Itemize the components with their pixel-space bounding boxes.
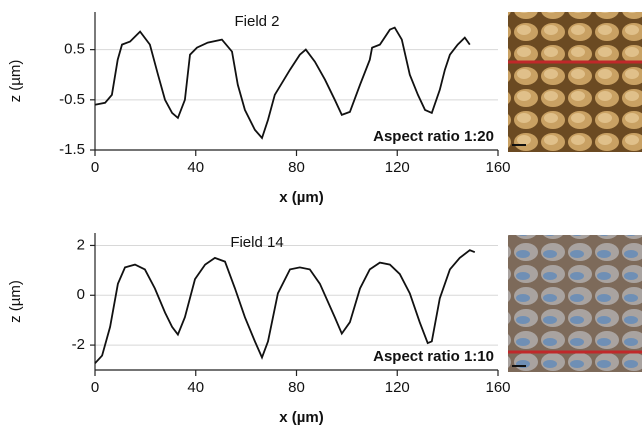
x-tick-label: 160 (485, 379, 510, 396)
x-tick-label: 120 (385, 379, 410, 396)
y-tick-label: -0.5 (59, 91, 85, 108)
profile-line (94, 249, 476, 364)
micrograph-bottom (508, 235, 642, 372)
y-tick-label: 0.5 (64, 41, 85, 58)
x-tick-label: 40 (187, 159, 204, 176)
x-axis-title: x (µm) (279, 409, 323, 426)
y-tick-label: 2 (77, 236, 85, 253)
y-tick-label: 0 (77, 286, 85, 303)
x-tick-label: 0 (91, 379, 99, 396)
aspect-ratio-label: Aspect ratio 1:20 (373, 128, 494, 145)
y-axis-title: z (µm) (7, 60, 24, 103)
x-tick-label: 160 (485, 159, 510, 176)
x-tick-label: 40 (187, 379, 204, 396)
x-tick-label: 80 (288, 159, 305, 176)
x-axis-title: x (µm) (279, 189, 323, 206)
y-axis-title: z (µm) (7, 280, 24, 323)
field-label: Field 2 (234, 13, 279, 30)
profile-line (94, 26, 471, 140)
y-tick-label: -2 (72, 336, 85, 353)
x-tick-label: 0 (91, 159, 99, 176)
x-tick-label: 120 (385, 159, 410, 176)
y-tick-label: -1.5 (59, 141, 85, 158)
aspect-ratio-label: Aspect ratio 1:10 (373, 348, 494, 365)
x-tick-label: 80 (288, 379, 305, 396)
micrograph-top (508, 12, 642, 152)
field-label: Field 14 (230, 234, 283, 251)
